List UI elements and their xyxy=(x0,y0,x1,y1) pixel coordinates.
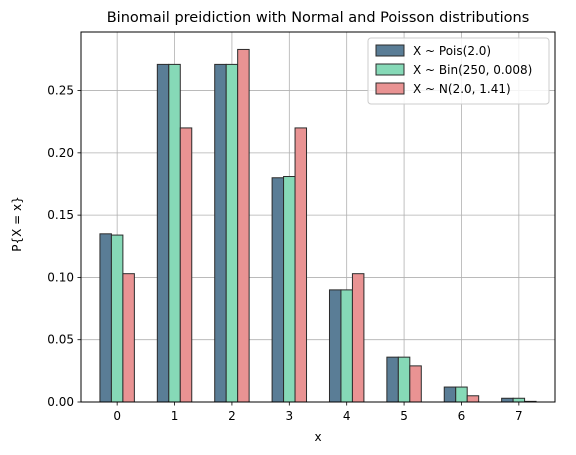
x-tick-label: 0 xyxy=(113,409,121,423)
bar-series-1-x-7 xyxy=(512,397,526,403)
bar-series-2-x-0 xyxy=(122,273,135,403)
legend-swatch-2 xyxy=(375,82,405,95)
bar-series-2-x-5 xyxy=(409,365,422,403)
bar-series-2-x-1 xyxy=(179,127,193,403)
bar-series-0-x-5 xyxy=(386,356,399,403)
y-tick-label: 0.00 xyxy=(47,395,74,409)
x-axis-ticks: 0 1 2 3 4 5 6 7 xyxy=(113,402,523,423)
x-tick-label: 2 xyxy=(228,409,236,423)
y-axis-ticks: 0.00 0.05 0.10 0.15 0.20 0.25 xyxy=(47,84,81,409)
bar-series-0-x-3 xyxy=(271,177,285,403)
x-tick-label: 4 xyxy=(343,409,351,423)
y-tick-label: 0.20 xyxy=(47,146,74,160)
y-tick-label: 0.15 xyxy=(47,208,74,222)
legend: X ~ Pois(2.0) X ~ Bin(250, 0.008) X ~ N(2.… xyxy=(367,37,550,105)
legend-label-2: X ~ N(2.0, 1.41) xyxy=(413,82,511,96)
x-tick-label: 7 xyxy=(515,409,523,423)
bar-series-1-x-3 xyxy=(283,176,296,403)
y-tick-label: 0.10 xyxy=(47,270,74,284)
bar-series-0-x-0 xyxy=(99,233,112,403)
bar-series-2-x-4 xyxy=(351,273,365,403)
bar-series-1-x-6 xyxy=(455,386,468,403)
legend-swatch-1 xyxy=(375,63,405,76)
bar-series-2-x-3 xyxy=(294,127,308,403)
bar-series-0-x-1 xyxy=(156,63,170,403)
x-axis-label: x xyxy=(314,430,321,444)
legend-label-0: X ~ Pois(2.0) xyxy=(413,44,491,58)
bar-series-2-x-6 xyxy=(466,395,480,403)
bar-series-1-x-1 xyxy=(168,63,181,403)
bar-series-1-x-0 xyxy=(110,234,124,403)
x-tick-label: 5 xyxy=(400,409,408,423)
bar-series-1-x-5 xyxy=(397,356,411,403)
bar-series-1-x-4 xyxy=(340,289,353,403)
x-tick-label: 1 xyxy=(171,409,179,423)
legend-swatch-0 xyxy=(375,44,405,57)
x-tick-label: 3 xyxy=(285,409,293,423)
legend-box xyxy=(367,37,550,105)
bars xyxy=(99,48,537,403)
bar-series-2-x-2 xyxy=(237,48,250,403)
y-tick-label: 0.05 xyxy=(47,333,74,347)
bar-series-0-x-6 xyxy=(443,386,457,403)
bar-series-0-x-2 xyxy=(214,63,227,403)
bar-series-0-x-7 xyxy=(501,397,514,403)
bar-series-1-x-2 xyxy=(225,63,239,403)
x-tick-label: 6 xyxy=(458,409,466,423)
chart-title: Binomail preidiction with Normal and Poi… xyxy=(107,10,530,26)
legend-label-1: X ~ Bin(250, 0.008) xyxy=(413,63,532,77)
plot-area-frame xyxy=(80,31,556,403)
y-tick-label: 0.25 xyxy=(47,84,74,98)
bar-series-0-x-4 xyxy=(328,289,342,403)
y-axis-label: P{X = x} xyxy=(10,196,24,252)
